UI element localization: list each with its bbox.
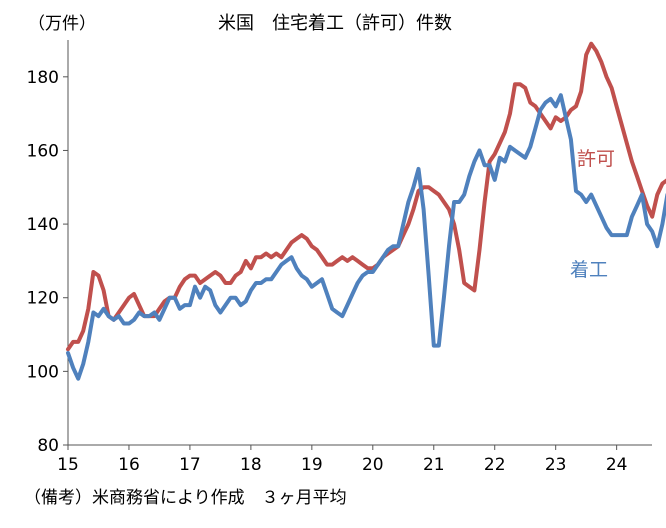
series-lines — [66, 41, 666, 381]
x-tick-label: 18 — [240, 455, 262, 475]
series-line-starts — [66, 93, 666, 381]
y-tick-label: 80 — [37, 436, 59, 456]
y-tick-label: 140 — [27, 215, 59, 235]
y-tick-label: 120 — [27, 289, 59, 309]
footnote: （備考）米商務省により作成 ３ヶ月平均 — [24, 488, 347, 508]
x-axis-ticks: 15 16 17 18 19 20 21 22 23 24 — [57, 445, 627, 475]
x-tick-label: 15 — [57, 455, 79, 475]
y-tick-label: 160 — [27, 141, 59, 161]
x-tick-label: 19 — [301, 455, 323, 475]
series-line-permits — [66, 41, 666, 352]
x-tick-label: 17 — [179, 455, 201, 475]
x-tick-label: 21 — [423, 455, 445, 475]
y-tick-label: 100 — [27, 362, 59, 382]
x-tick-label: 22 — [484, 455, 506, 475]
y-axis-unit-label: （万件） — [28, 14, 96, 34]
y-tick-label: 180 — [27, 68, 59, 88]
y-axis-ticks: 80 100 120 140 160 180 — [27, 68, 68, 456]
x-tick-label: 24 — [606, 455, 628, 475]
chart-title: 米国 住宅着工（許可）件数 — [218, 13, 452, 34]
x-tick-label: 16 — [118, 455, 140, 475]
x-tick-label: 23 — [545, 455, 567, 475]
series-label-permits: 許可 — [577, 148, 615, 170]
x-tick-label: 20 — [362, 455, 384, 475]
series-label-starts: 着工 — [570, 259, 608, 281]
